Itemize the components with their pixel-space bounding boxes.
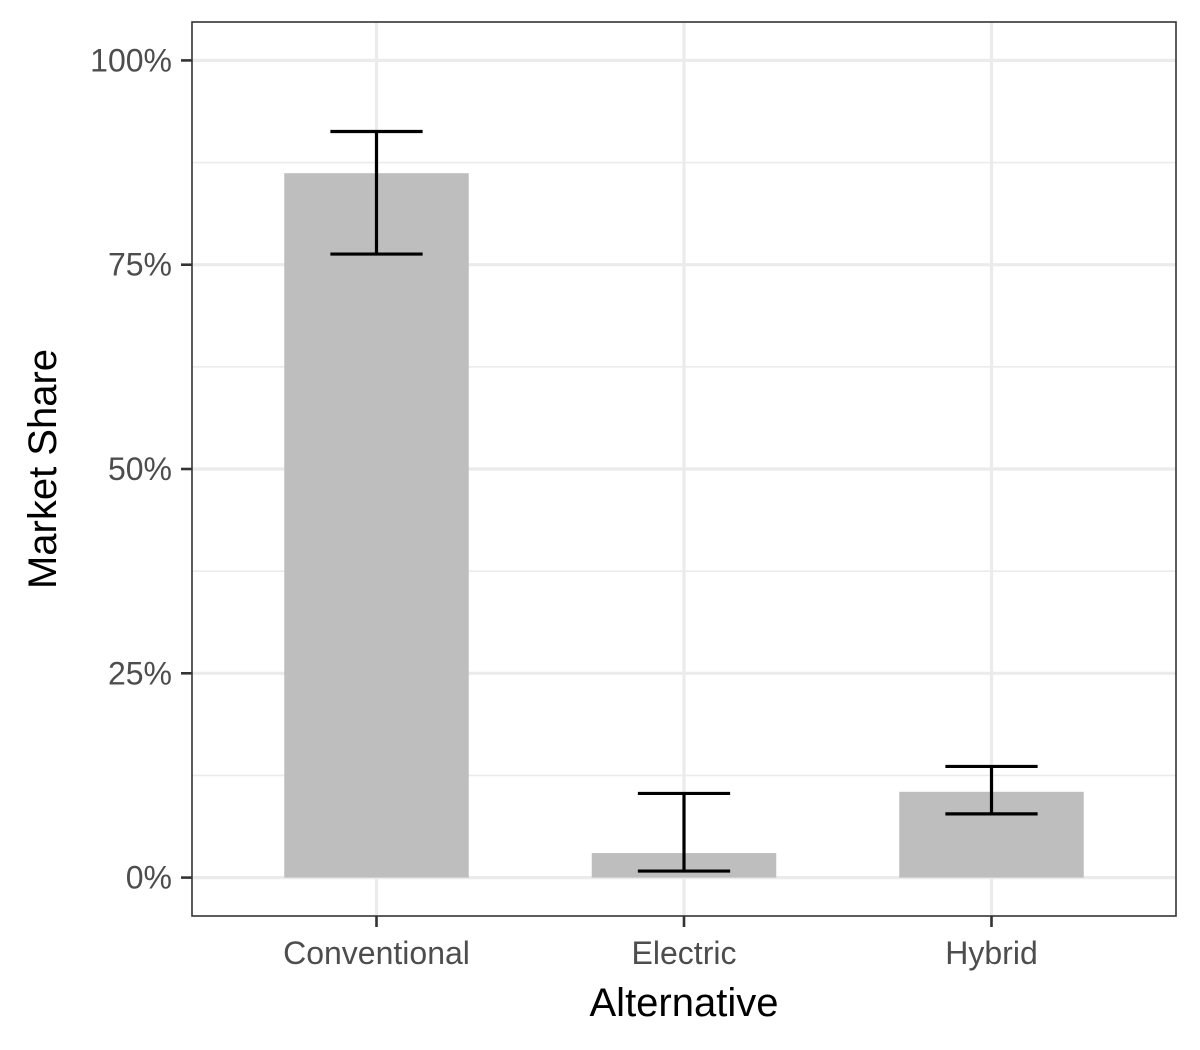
y-tick-label: 25% [108,655,172,691]
error-bar-conventional [330,129,423,256]
x-tick-label: Hybrid [945,935,1037,971]
bar-conventional [284,173,469,878]
x-tick-label: Electric [632,935,737,971]
y-tick-label: 50% [108,451,172,487]
y-tick-label: 75% [108,247,172,283]
error-bars [330,129,1038,873]
y-tick-label: 0% [126,860,172,896]
y-axis-title: Market Share [21,349,65,589]
y-tick-label: 100% [90,42,172,78]
bars [284,173,1084,878]
x-tick-label: Conventional [283,935,470,971]
error-bar-electric [637,791,731,873]
axes: 0% 25% 50% 75% 100% Conventional Electric Hybri… [90,42,1038,971]
x-axis-title: Alternative [590,981,779,1025]
error-bar-hybrid [945,764,1038,816]
